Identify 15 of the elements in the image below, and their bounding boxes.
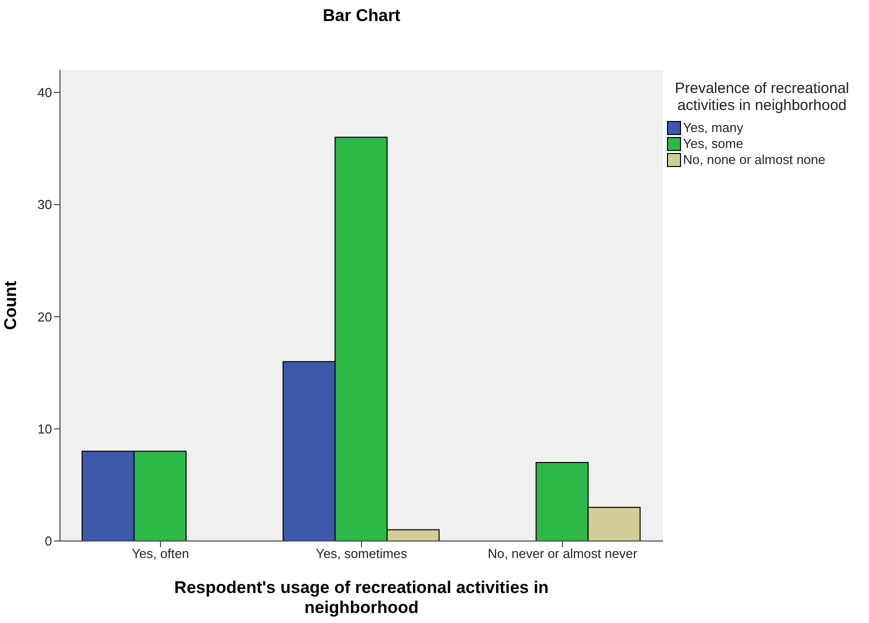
y-tick-label: 40 <box>38 85 52 100</box>
x-tick-label: No, never or almost never <box>488 546 638 562</box>
y-axis-title: Count <box>1 280 20 330</box>
y-tick-label: 30 <box>38 197 52 212</box>
y-tick-label: 10 <box>38 421 52 436</box>
legend-label: Yes, many <box>683 120 744 135</box>
legend-label: No, none or almost none <box>683 152 826 167</box>
x-axis-title: Respodent's usage of recreational activities in neighborhood <box>173 578 550 618</box>
legend-title: Prevalence of recreational activities in neighborhood <box>674 80 850 114</box>
legend-label: Yes, some <box>683 136 744 151</box>
x-tick-label: Yes, often <box>132 546 190 562</box>
chart-title: Bar Chart <box>322 6 402 26</box>
y-tick-label: 20 <box>38 309 52 324</box>
y-tick-label: 0 <box>44 534 52 549</box>
x-tick-label: Yes, sometimes <box>316 546 408 562</box>
